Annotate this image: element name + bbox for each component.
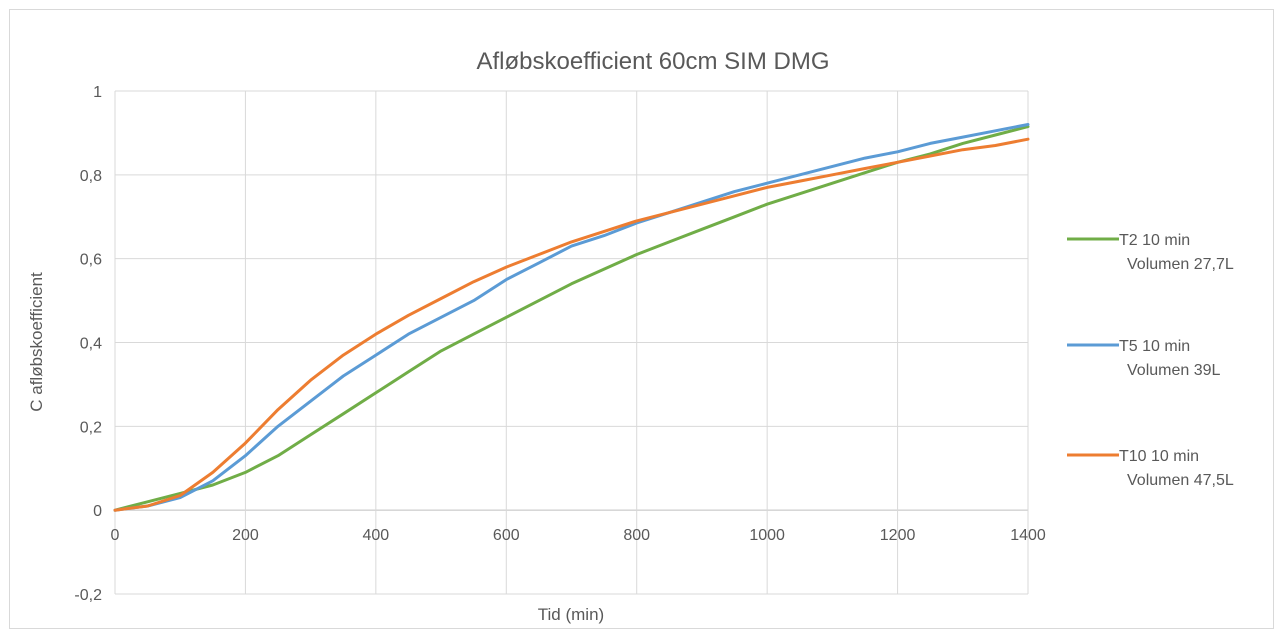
- y-tick-label: 0,2: [80, 419, 102, 436]
- y-tick-label: 0,8: [80, 168, 102, 185]
- legend-label-2: T5 10 min: [1119, 338, 1190, 355]
- y-tick-label: -0,2: [74, 587, 102, 604]
- legend: T2 10 min Volumen 27,7L T5 10 min Volumen 3…: [1067, 232, 1234, 489]
- y-tick-label: 1: [93, 84, 102, 101]
- x-tick-label: 1200: [880, 527, 916, 544]
- tick-labels: -0,2 0 0,2 0,4 0,6 0,8 1 0 200 400 600 800 1000 1200 1…: [74, 84, 1045, 604]
- x-axis-title: Tid (min): [538, 605, 604, 624]
- chart-title: Afløbskoefficient 60cm SIM DMG: [477, 48, 830, 75]
- series-line-3: [113, 137, 1030, 512]
- legend-label-3: Volumen 47,5L: [1127, 472, 1234, 489]
- y-axis-title: C afløbskoefficient: [27, 272, 46, 412]
- legend-label-2: Volumen 39L: [1127, 362, 1221, 379]
- series-line-1: [113, 125, 1030, 512]
- legend-label-1: T2 10 min: [1119, 232, 1190, 249]
- chart-frame: [9, 9, 1274, 629]
- legend-label-3: T10 10 min: [1119, 448, 1199, 465]
- legend-label-1: Volumen 27,7L: [1127, 256, 1234, 273]
- x-tick-label: 1000: [749, 527, 785, 544]
- series-lines: [113, 123, 1030, 512]
- x-tick-label: 400: [363, 527, 390, 544]
- y-tick-label: 0: [93, 503, 102, 520]
- x-tick-label: 0: [111, 527, 120, 544]
- x-tick-label: 200: [232, 527, 259, 544]
- x-tick-label: 600: [493, 527, 520, 544]
- series-line-2: [113, 123, 1030, 512]
- x-tick-label: 800: [623, 527, 650, 544]
- x-tick-label: 1400: [1010, 527, 1046, 544]
- gridlines: [114, 90, 1029, 595]
- y-tick-label: 0,6: [80, 252, 102, 269]
- y-tick-label: 0,4: [80, 336, 102, 353]
